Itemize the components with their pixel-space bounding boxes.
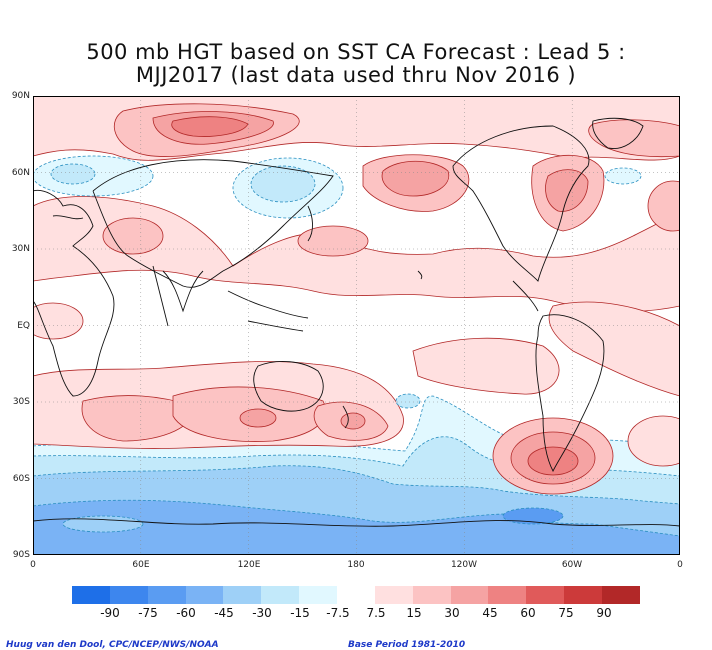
lon-label-0-right: 0 [677, 560, 683, 570]
south-blue-core-west [62, 515, 144, 533]
colorbar-label: -15 [290, 606, 310, 620]
colorbar-label: -7.5 [326, 606, 350, 620]
colorbar-cell [564, 586, 603, 604]
drake-red-core [527, 446, 579, 476]
asia-blue-inner [250, 165, 316, 203]
lat-label-90n: 90N [11, 91, 30, 101]
north-red-band-core [171, 116, 249, 137]
colorbar-cell [412, 586, 451, 604]
sh-red-tasman-core [340, 412, 366, 430]
footer-base-period: Base Period 1981-2010 [348, 640, 466, 650]
map-frame [33, 96, 680, 555]
lon-label-120e: 120E [237, 560, 261, 570]
satlantic-red [627, 415, 680, 467]
colorbar-cell [109, 586, 148, 604]
lon-label-60e: 60E [132, 560, 150, 570]
colorbar [72, 586, 640, 604]
colorbar-label: 45 [482, 606, 498, 620]
colorbar-label: 15 [406, 606, 422, 620]
colorbar-cell [299, 586, 338, 604]
sh-red-indian [81, 395, 194, 442]
colorbar-label: -60 [176, 606, 196, 620]
namerica-red-high-inner [545, 169, 589, 212]
europe-blue-inner [50, 163, 96, 185]
colorbar-label: 7.5 [366, 606, 386, 620]
lat-label-60n: 60N [11, 168, 30, 178]
lat-label-eq: EQ [17, 321, 30, 331]
colorbar-cell [223, 586, 262, 604]
coastlines [33, 117, 680, 527]
colorbar-label: -30 [252, 606, 272, 620]
arctic-red-patch [588, 119, 680, 158]
lat-label-30s: 30S [12, 397, 30, 407]
south-blue-core [502, 507, 564, 525]
lon-label-120w: 120W [450, 560, 478, 570]
colorbar-label: 90 [596, 606, 612, 620]
graticule [33, 96, 680, 555]
title-line-2: MJJ2017 (last data used thru Nov 2016 ) [135, 63, 577, 87]
lon-label-0-left: 0 [30, 560, 36, 570]
colorbar-label: -90 [100, 606, 120, 620]
colorbar-label: 75 [558, 606, 574, 620]
lat-label-30n: 30N [11, 244, 30, 254]
colorbar-cell [261, 586, 300, 604]
lat-label-90s: 90S [12, 550, 30, 560]
lat-label-60s: 60S [12, 474, 30, 484]
atlantic-blue [604, 167, 642, 185]
colorbar-cell [337, 586, 375, 604]
colorbar-label: 30 [444, 606, 460, 620]
colorbar-cell [374, 586, 413, 604]
anomaly-map [33, 96, 680, 555]
colorbar-label: 60 [520, 606, 536, 620]
colorbar-label: -75 [138, 606, 158, 620]
colorbar-cell [147, 586, 186, 604]
colorbar-cell [450, 586, 489, 604]
colorbar-cell [185, 586, 224, 604]
japan-red [297, 225, 369, 257]
colorbar-cell [526, 586, 565, 604]
trop-red-east [412, 337, 560, 395]
lon-label-60w: 60W [561, 560, 583, 570]
nz-blue-spot [395, 393, 421, 409]
sh-red-australia-core [239, 408, 277, 428]
title-line-1: 500 mb HGT based on SST CA Forecast : Le… [86, 40, 626, 64]
colorbar-cell [488, 586, 527, 604]
footer-credit: Huug van den Dool, CPC/NCEP/NWS/NOAA [6, 640, 219, 650]
colorbar-label: -45 [214, 606, 234, 620]
natlantic-red [647, 180, 680, 232]
map-panel [33, 96, 680, 555]
colorbar-cell [72, 586, 110, 604]
colorbar-cell [602, 586, 640, 604]
lon-label-180: 180 [347, 560, 365, 570]
pacific-red-high-inner [381, 160, 450, 197]
